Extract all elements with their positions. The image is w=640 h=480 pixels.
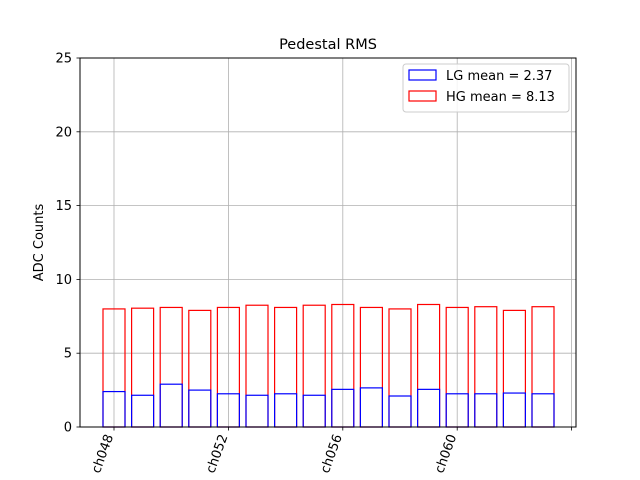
- grid: [80, 57, 576, 428]
- chart-title: Pedestal RMS: [279, 37, 377, 53]
- x-tick-label: ch048: [89, 432, 117, 475]
- bar-hg-ch050: [159, 306, 183, 428]
- plot-frame: [79, 57, 577, 428]
- bar-lg-ch049: [131, 394, 155, 428]
- bar-lg-ch053: [245, 394, 269, 428]
- bar-lg-ch062: [502, 392, 526, 428]
- bar-lg-ch050: [159, 383, 183, 428]
- legend-label: LG mean = 2.37: [446, 69, 552, 84]
- bar-lg-ch061: [474, 393, 498, 428]
- bar-hg-ch062: [502, 309, 526, 428]
- bar-hg-ch061: [474, 306, 498, 428]
- bar-hg-ch063: [531, 306, 555, 428]
- legend: LG mean = 2.37 HG mean = 8.13: [402, 63, 570, 113]
- bar-lg-ch063: [531, 393, 555, 428]
- legend-swatch: [408, 90, 437, 102]
- y-axis-label: ADC Counts: [32, 204, 47, 282]
- x-tick-label: ch052: [204, 432, 232, 475]
- bar-lg-ch057: [359, 387, 383, 428]
- bar-hg-ch051: [188, 309, 212, 428]
- bar-lg-ch055: [302, 394, 326, 428]
- bar-hg-ch055: [302, 304, 326, 428]
- y-tick-label: 10: [55, 273, 72, 288]
- bar-lg-ch051: [188, 389, 212, 428]
- bar-hg-ch059: [417, 303, 441, 428]
- x-axis: ch048 ch052 ch056 ch060: [89, 427, 572, 475]
- bar-hg-ch058: [388, 308, 412, 428]
- y-tick-label: 0: [64, 421, 72, 436]
- legend-swatch: [408, 69, 437, 81]
- y-tick-label: 20: [55, 125, 72, 140]
- legend-label: HG mean = 8.13: [446, 90, 555, 105]
- bar-lg-ch058: [388, 395, 412, 428]
- legend-box: [402, 63, 570, 113]
- bars: [102, 303, 555, 428]
- bar-hg-ch053: [245, 304, 269, 428]
- y-tick-label: 5: [64, 347, 72, 362]
- x-tick-label: ch060: [432, 432, 460, 475]
- x-tick-label: ch056: [318, 432, 346, 475]
- bar-hg-ch054: [274, 306, 298, 428]
- bar-lg-ch054: [274, 393, 298, 428]
- bar-hg-ch057: [359, 306, 383, 428]
- y-axis: 0 5 10 15 20 25: [55, 52, 80, 436]
- y-tick-label: 15: [55, 199, 72, 214]
- bar-hg-ch049: [131, 307, 155, 428]
- y-tick-label: 25: [55, 52, 72, 67]
- bar-lg-ch059: [417, 388, 441, 428]
